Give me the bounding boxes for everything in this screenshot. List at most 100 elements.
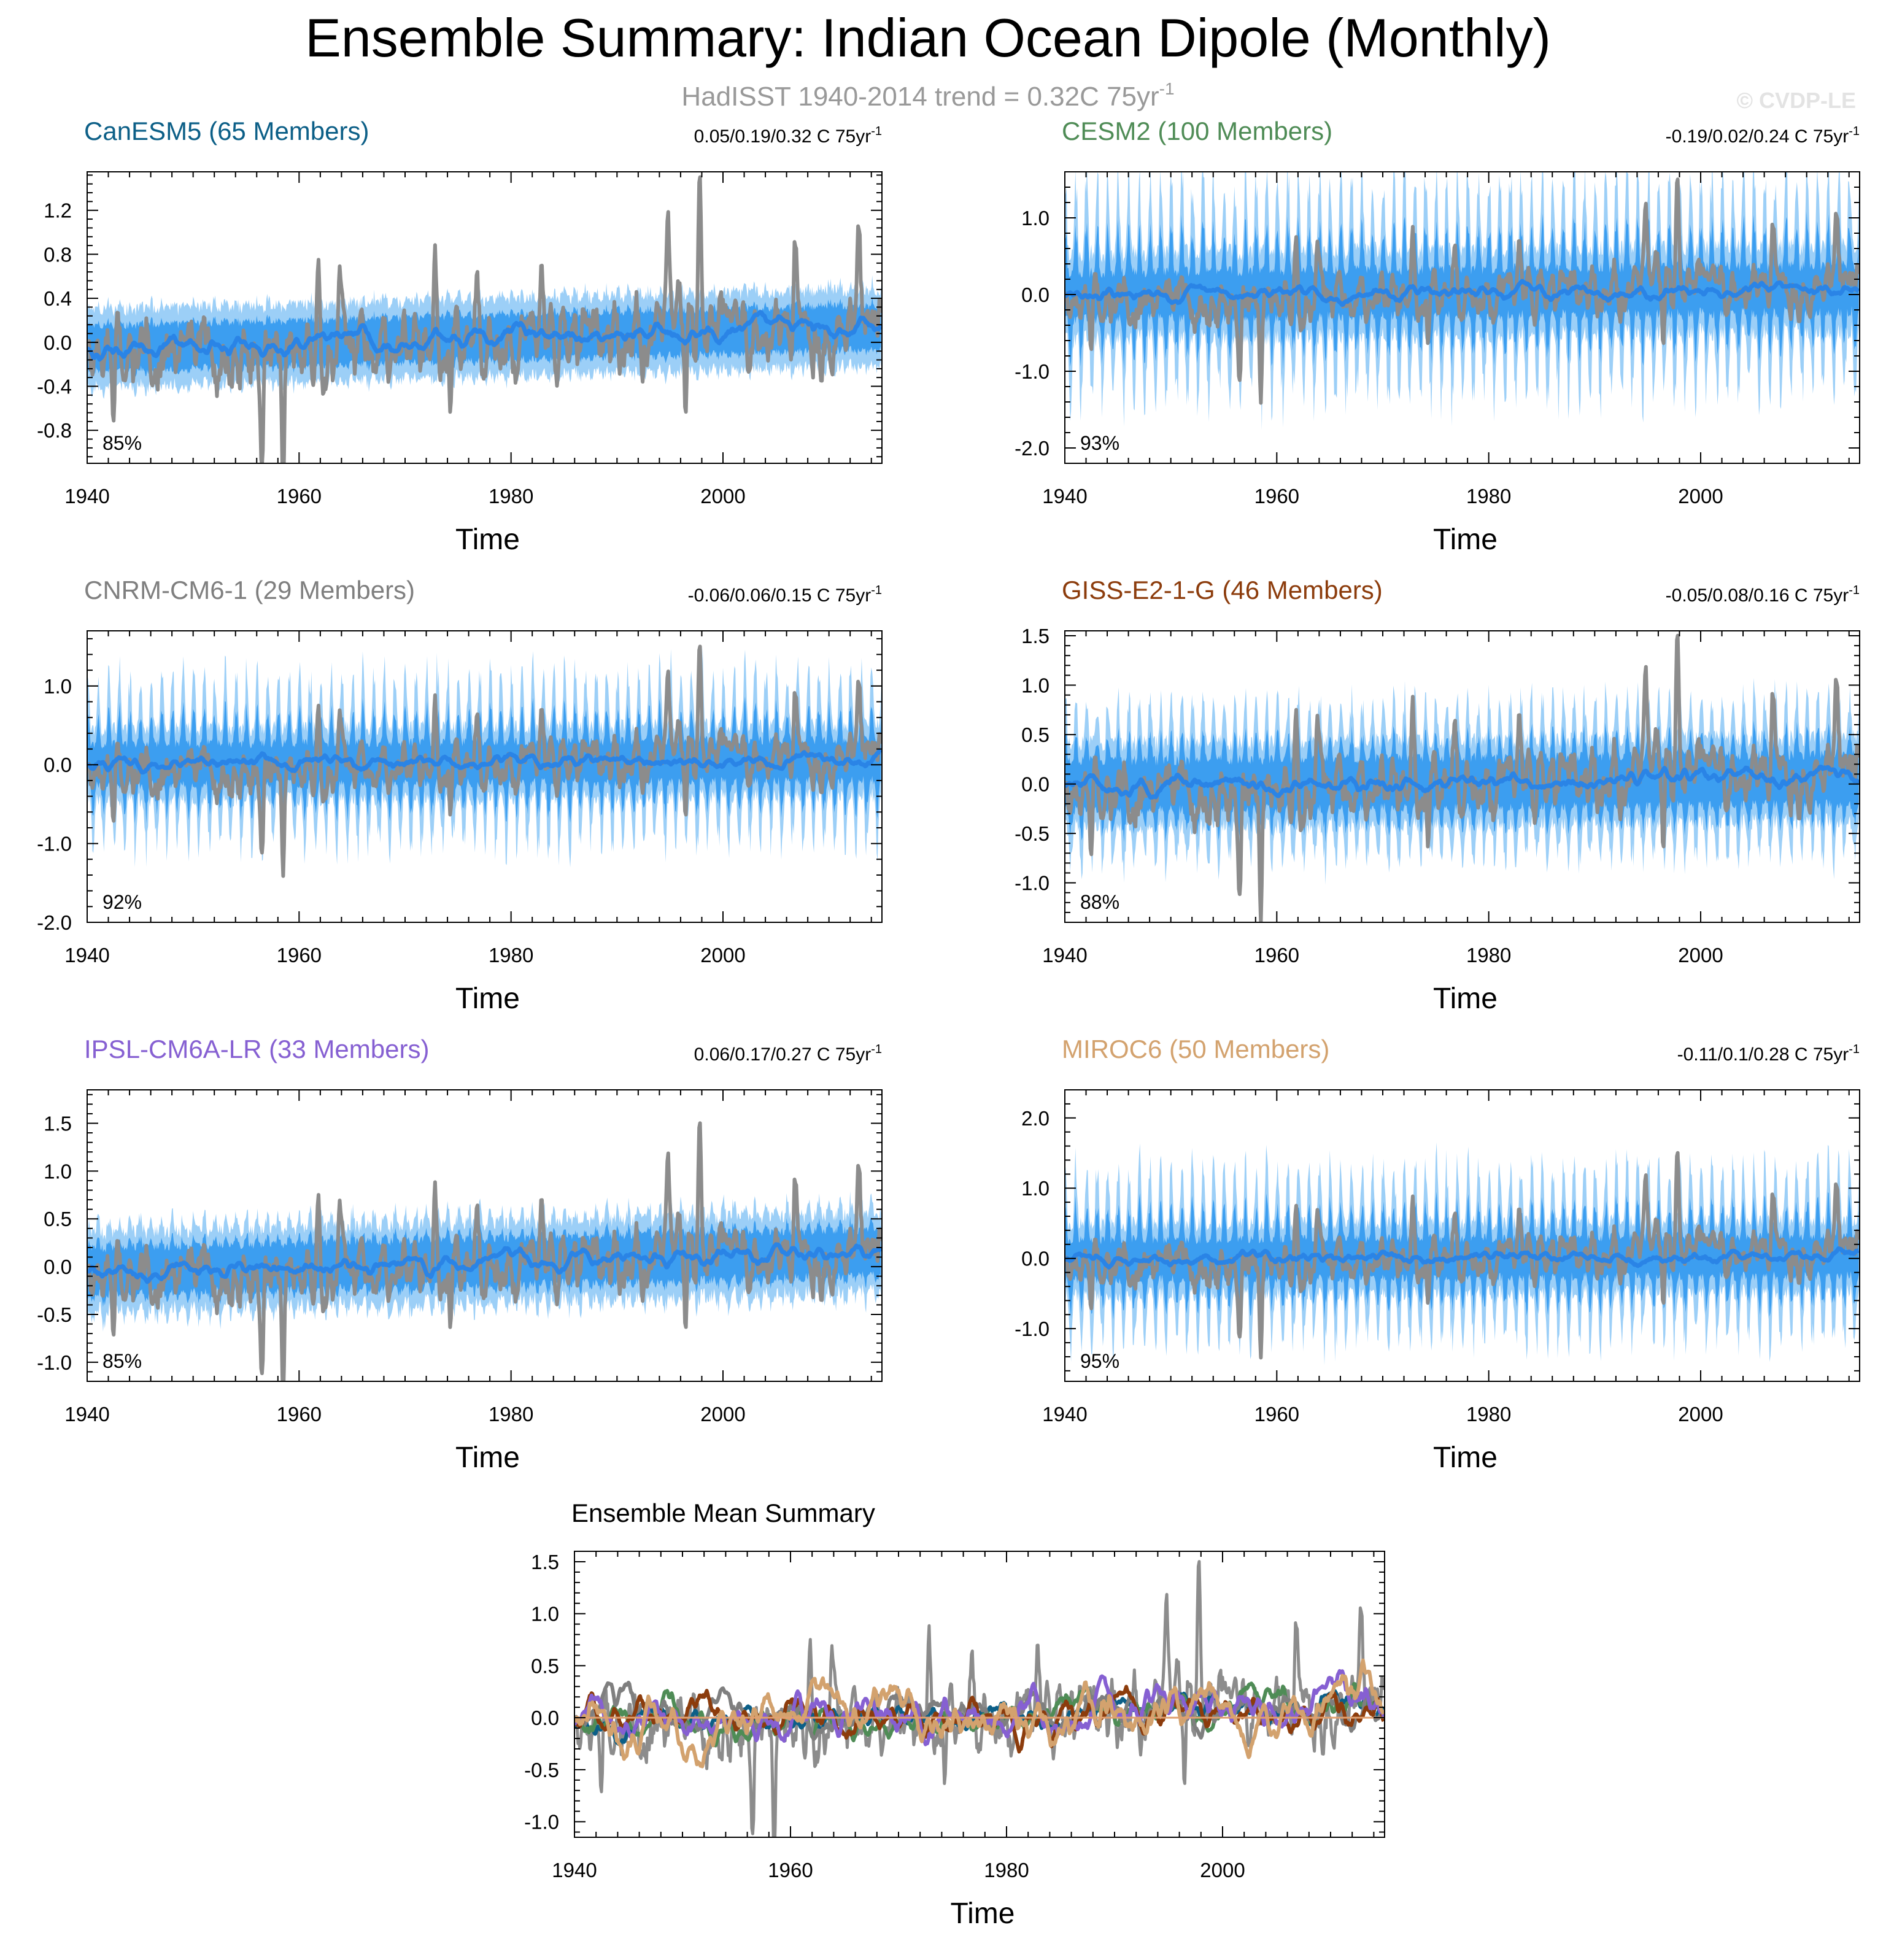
y-tick-label: -1.0: [37, 1351, 72, 1374]
chart-panel-6: 95% -0.11/0.1/0.28 C 75yr-1 MIROC6 (50 Mem…: [1015, 1035, 1860, 1474]
x-axis: 1940 1960 1980 2000: [64, 1090, 872, 1426]
y-tick-label: -1.0: [1015, 872, 1049, 895]
ensemble-mean-line: [87, 749, 882, 775]
y-tick-label: -1.0: [1015, 1318, 1049, 1340]
observed-line: [1065, 633, 1860, 922]
trend-text: -0.11/0.1/0.28 C 75yr: [1677, 1044, 1849, 1065]
y-tick-label: -0.4: [37, 376, 72, 398]
y-tick-label: 2.0: [1021, 1107, 1049, 1130]
x-tick-label: 1940: [1042, 944, 1087, 966]
x-tick-label: 2000: [700, 1403, 745, 1426]
subtitle-superscript: -1: [1159, 79, 1175, 98]
plot-frame: [87, 1089, 883, 1382]
x-tick-label: 1940: [1042, 1403, 1087, 1426]
y-tick-label: 1.0: [1021, 207, 1049, 230]
trend-label: 0.06/0.17/0.27 C 75yr-1: [694, 1043, 882, 1065]
plot-frame: [1064, 630, 1860, 923]
x-tick-label: 2000: [700, 944, 745, 966]
chart-panel-2: 93% -0.19/0.02/0.24 C 75yr-1 CESM2 (100 Me…: [1015, 117, 1860, 556]
plot-area: [1065, 172, 1860, 431]
x-tick-label: 1940: [64, 944, 109, 966]
subtitle-text: HadISST 1940-2014 trend = 0.32C 75yr: [681, 82, 1159, 112]
x-axis-label: Time: [455, 1441, 520, 1474]
trend-superscript: -1: [1849, 125, 1860, 138]
x-axis: 1940 1960 1980 2000: [64, 172, 872, 507]
percent-label: 85%: [102, 432, 142, 454]
x-axis: 1940 1960 1980 2000: [64, 631, 872, 966]
y-tick-label: 1.2: [44, 199, 72, 222]
x-tick-label: 1980: [984, 1859, 1029, 1881]
x-axis: 1940 1960 1980 2000: [1042, 172, 1850, 507]
chart-panel-4: 88% -0.05/0.08/0.16 C 75yr-1 GISS-E2-1-G (…: [1015, 576, 1860, 1015]
figure-subtitle: HadISST 1940-2014 trend = 0.32C 75yr-1: [681, 79, 1174, 112]
y-tick-label: -0.8: [37, 419, 72, 442]
plot-frame: [87, 171, 883, 464]
percent-label: 92%: [102, 891, 142, 913]
y-tick-label: 0.0: [531, 1707, 559, 1729]
y-axis: -2.0 -1.0 0.0 1.0: [37, 638, 882, 934]
y-tick-label: 0.5: [531, 1654, 559, 1677]
percent-label: 93%: [1080, 432, 1119, 454]
trend-superscript: -1: [1849, 1043, 1860, 1056]
chart-title: CanESM5 (65 Members): [84, 117, 369, 145]
ens-mean-line-miroc6: [574, 1658, 1385, 1769]
x-tick-label: 1960: [277, 485, 322, 507]
y-tick-label: 1.0: [44, 675, 72, 698]
watermark: © CVDP-LE: [1736, 88, 1856, 113]
x-axis-label: Time: [1433, 982, 1498, 1015]
trend-label: -0.19/0.02/0.24 C 75yr-1: [1666, 125, 1860, 147]
y-axis: -1.0 0.0 1.0 2.0: [1015, 1089, 1860, 1372]
percent-label: 95%: [1080, 1350, 1119, 1372]
x-axis: 1940 1960 1980 2000: [1042, 631, 1850, 966]
plot-frame: [1064, 171, 1860, 464]
plot-area: [87, 1121, 882, 1381]
x-tick-label: 1940: [1042, 485, 1087, 507]
trend-text: -0.05/0.08/0.16 C 75yr: [1666, 585, 1849, 606]
observed-line: [1065, 177, 1860, 405]
y-tick-label: 0.0: [1021, 1248, 1049, 1270]
plot-frame: [87, 630, 883, 923]
x-tick-label: 1960: [768, 1859, 813, 1881]
chart-panel-7: Ensemble Mean Summary 1940 1960 1980 2000 Tim…: [524, 1499, 1385, 1930]
trend-text: -0.19/0.02/0.24 C 75yr: [1666, 126, 1849, 147]
ensemble-mean-line: [1065, 1246, 1860, 1270]
y-tick-label: 1.0: [1021, 674, 1049, 697]
x-tick-label: 1980: [489, 485, 533, 507]
ensemble-mean-line: [1065, 279, 1860, 307]
x-tick-label: 1980: [1466, 485, 1511, 507]
x-tick-label: 1980: [489, 1403, 533, 1426]
trend-text: 0.06/0.17/0.27 C 75yr: [694, 1044, 872, 1065]
x-tick-label: 1960: [1254, 485, 1299, 507]
chart-panel-5: 85% 0.06/0.17/0.27 C 75yr-1 IPSL-CM6A-LR (…: [37, 1035, 883, 1474]
x-axis-label: Time: [1433, 523, 1498, 556]
trend-label: -0.05/0.08/0.16 C 75yr-1: [1666, 584, 1860, 606]
y-tick-label: -2.0: [37, 911, 72, 934]
y-tick-label: 1.5: [531, 1551, 559, 1573]
x-tick-label: 1980: [489, 944, 533, 966]
x-tick-label: 1940: [64, 1403, 109, 1426]
y-tick-label: 0.4: [44, 287, 72, 310]
x-axis-label: Time: [455, 982, 520, 1015]
y-tick-label: 0.0: [44, 1256, 72, 1278]
y-axis: -2.0 -1.0 0.0 1.0: [1015, 171, 1860, 464]
ensemble-mean-line: [87, 1242, 882, 1284]
trend-superscript: -1: [1849, 584, 1860, 597]
plot-area: [574, 1560, 1385, 1837]
trend-label: 0.05/0.19/0.32 C 75yr-1: [694, 125, 882, 147]
y-tick-label: 1.0: [531, 1603, 559, 1626]
observed-line: [87, 644, 882, 878]
ensemble-mean-line: [87, 310, 882, 362]
figure-title: Ensemble Summary: Indian Ocean Dipole (M…: [305, 7, 1551, 68]
y-tick-label: 0.5: [44, 1208, 72, 1230]
x-axis-label: Time: [951, 1897, 1015, 1930]
ensemble-mean-line: [1065, 765, 1860, 800]
chart-title: MIROC6 (50 Members): [1062, 1035, 1329, 1063]
plot-frame: [574, 1551, 1385, 1838]
y-tick-label: -0.5: [37, 1303, 72, 1326]
chart-title: IPSL-CM6A-LR (33 Members): [84, 1035, 429, 1063]
x-tick-label: 1980: [1466, 1403, 1511, 1426]
y-axis: -1.0 -0.5 0.0 0.5 1.0 1.5: [1015, 625, 1860, 913]
x-tick-label: 1960: [277, 944, 322, 966]
chart-title: CNRM-CM6-1 (29 Members): [84, 576, 415, 604]
